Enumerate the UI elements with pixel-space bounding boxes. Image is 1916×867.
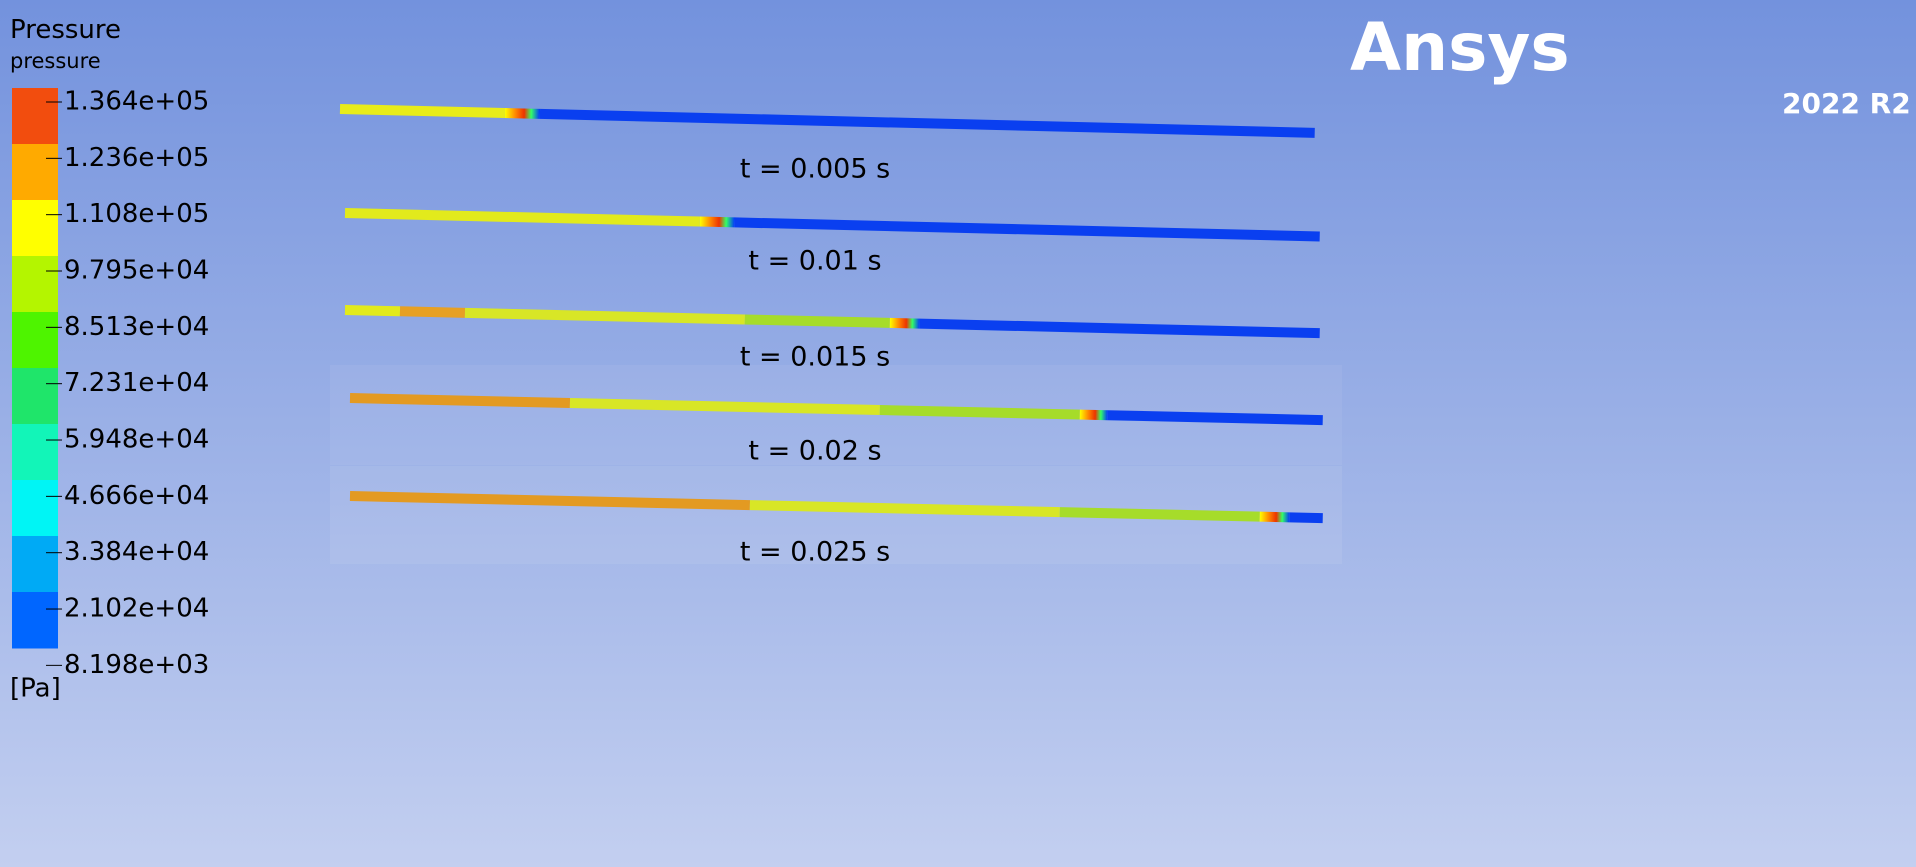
color-band [12,536,58,593]
color-band [12,312,58,369]
viewport: Pressure pressure 1.364e+05 1.236e+05 1.10… [0,0,1916,867]
color-bar [12,88,58,649]
logo-version: 2022 R2 [1782,87,1911,120]
time-caption: t = 0.005 s [740,154,890,185]
legend-title: Pressure [10,15,121,45]
color-band [12,200,58,257]
color-band [12,88,58,145]
legend-label: 7.231e+04 [64,368,209,398]
legend-label: 1.364e+05 [64,87,209,117]
color-band [12,424,58,481]
color-band [12,592,58,649]
time-caption: t = 0.025 s [740,537,890,568]
legend-label: 8.198e+03 [64,650,209,680]
legend-label: 3.384e+04 [64,537,209,567]
legend-label: 8.513e+04 [64,312,209,342]
color-band [12,256,58,313]
legend-label: 2.102e+04 [64,594,209,624]
legend-unit: [Pa] [10,674,61,704]
time-caption: t = 0.02 s [748,436,881,467]
color-band [12,480,58,537]
legend-label: 5.948e+04 [64,425,209,455]
legend-label: 1.236e+05 [64,143,209,173]
legend-variable: pressure [10,49,101,73]
time-caption: t = 0.015 s [740,342,890,373]
legend-label: 1.108e+05 [64,199,209,229]
color-band [12,144,58,201]
time-caption: t = 0.01 s [748,246,881,277]
legend-label: 4.666e+04 [64,481,209,511]
legend-label: 9.795e+04 [64,256,209,286]
logo-name: Ansys [1350,9,1570,86]
color-band [12,368,58,425]
